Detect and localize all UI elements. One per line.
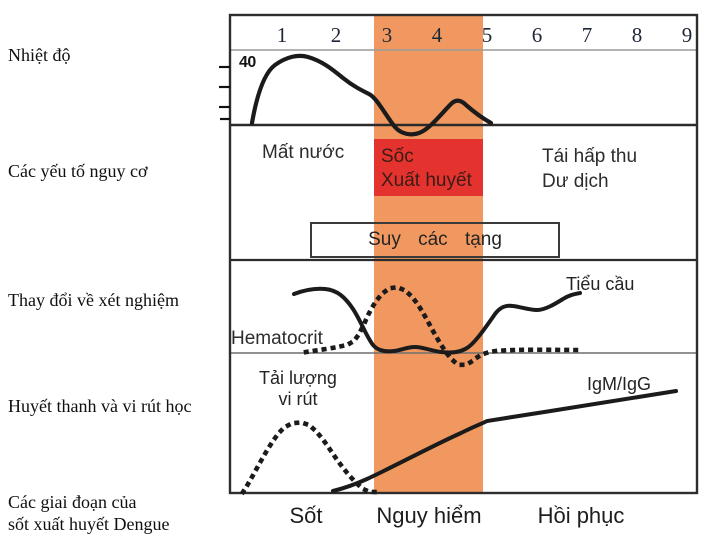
- viral-load-curve: [239, 420, 378, 496]
- day-number-6: 6: [531, 23, 543, 47]
- row-label-stages-line2: sốt xuất huyết Dengue: [8, 514, 170, 534]
- shock-hemorrhage-box: [374, 139, 483, 196]
- day-number-4: 4: [431, 23, 443, 47]
- organ-failure-label: Suy các tạng: [368, 229, 502, 250]
- igm-igg-curve: [331, 389, 678, 493]
- day-number-1: 1: [276, 23, 288, 47]
- shock-label-line2: Xuất huyết: [381, 170, 472, 191]
- platelets-label: Tiểu cầu: [566, 274, 635, 294]
- day-number-8: 8: [631, 23, 643, 47]
- row-label-risk-factors: Các yếu tố nguy cơ: [8, 161, 148, 181]
- temperature-axis-ticks: [219, 65, 230, 121]
- phase-label-recovery: Hồi phục: [537, 503, 625, 528]
- row-label-stages: Các giai đoạn của sốt xuất huyết Dengue: [8, 491, 169, 535]
- viral-load-label: Tải lượng vi rút: [259, 368, 337, 410]
- shock-hemorrhage-label: Sốc Xuất huyết: [381, 145, 472, 193]
- day-number-5: 5: [481, 23, 493, 47]
- temperature-curve: [249, 53, 494, 137]
- hematocrit-label: Hematocrit: [231, 328, 323, 349]
- temperature-axis-value: 40: [239, 54, 256, 71]
- chart-frame: [228, 13, 699, 495]
- hematocrit-curve: [303, 285, 580, 368]
- day-number-2: 2: [330, 23, 342, 47]
- reabsorption-label-line2: Dư dịch: [542, 171, 609, 192]
- row-label-lab-changes: Thay đổi về xét nghiệm: [8, 290, 179, 310]
- row-label-serology: Huyết thanh và vi rút học: [8, 396, 192, 416]
- shock-label-line1: Sốc: [381, 146, 414, 167]
- igm-igg-label: IgM/IgG: [587, 374, 652, 394]
- phase-label-critical: Nguy hiểm: [376, 503, 482, 528]
- platelet-curve: [292, 286, 582, 355]
- day-number-3: 3: [381, 23, 393, 47]
- day-number-9: 9: [681, 23, 693, 47]
- organ-failure-box: Suy các tạng: [310, 222, 560, 258]
- dehydration-label: Mất nước: [262, 142, 345, 163]
- viral-load-label-line2: vi rút: [278, 389, 318, 409]
- row-label-stages-line1: Các giai đoạn của: [8, 492, 137, 512]
- row-label-temperature: Nhiệt độ: [8, 45, 71, 65]
- reabsorption-label-line1: Tái hấp thu: [542, 146, 638, 167]
- phase-label-fever: Sốt: [289, 503, 323, 528]
- viral-load-label-line1: Tải lượng: [259, 368, 337, 388]
- reabsorption-label: Tái hấp thu Dư dịch: [542, 144, 637, 194]
- critical-phase-band: [374, 15, 483, 493]
- day-number-7: 7: [581, 23, 593, 47]
